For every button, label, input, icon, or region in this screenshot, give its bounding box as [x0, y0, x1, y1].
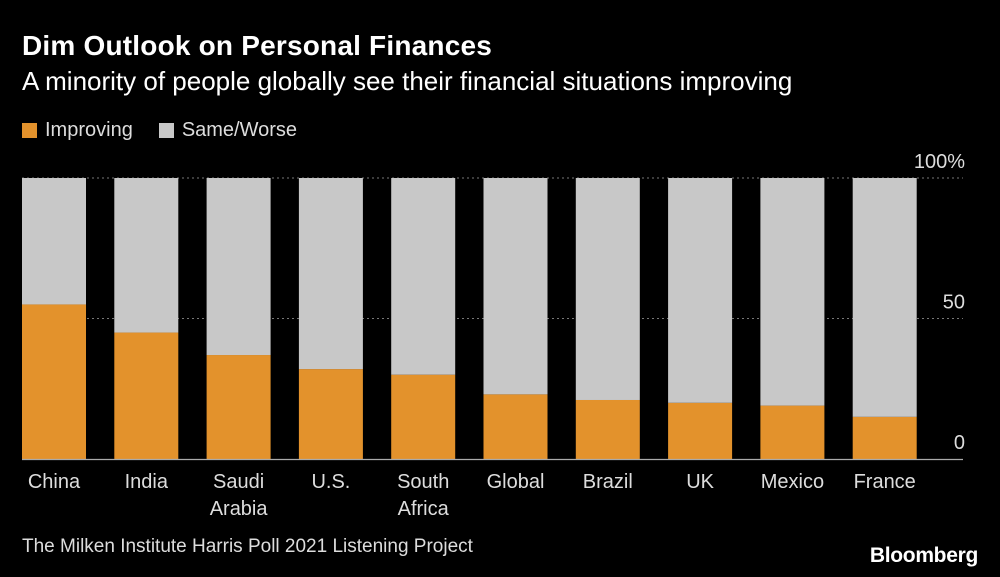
bar-same-worse-global: [483, 178, 548, 395]
bar-same-worse-saudi-arabia: [206, 178, 271, 356]
x-tick-label-line: U.S.: [311, 471, 350, 493]
bar-improving-brazil: [575, 399, 640, 459]
x-tick-label: India: [125, 471, 169, 493]
bar-improving-uk: [668, 402, 733, 459]
x-tick-label: China: [28, 471, 81, 493]
chart-title: Dim Outlook on Personal Finances: [22, 30, 493, 61]
x-tick-label-line: Global: [487, 471, 545, 493]
legend-item-same-worse: Same/Worse: [158, 118, 298, 142]
x-tick-label-line: France: [854, 471, 916, 493]
x-tick-label: Mexico: [761, 471, 824, 493]
bar-same-worse-brazil: [575, 178, 640, 400]
bar-improving-u-s-: [298, 369, 363, 459]
bar-same-worse-china: [22, 178, 86, 305]
bar-improving-south-africa: [391, 374, 456, 459]
legend-label-same-worse: Same/Worse: [181, 118, 298, 141]
legend-swatch-improving: [22, 122, 37, 138]
bar-improving-france: [852, 416, 917, 459]
x-tick-label-line: South: [397, 471, 449, 493]
x-tick-label-line: Mexico: [761, 471, 824, 493]
bar-same-worse-uk: [668, 178, 733, 403]
bloomberg-logo: Bloomberg: [869, 544, 978, 567]
x-tick-label: Brazil: [583, 471, 633, 493]
y-tick-label: 100%: [914, 151, 965, 173]
bar-improving-saudi-arabia: [206, 355, 271, 459]
x-tick-label: France: [854, 471, 916, 493]
bar-improving-global: [483, 394, 548, 459]
chart-legend: Improving Same/Worse: [22, 118, 323, 142]
bar-improving-china: [22, 304, 86, 459]
x-tick-label-line: Africa: [398, 498, 450, 520]
bar-same-worse-u-s-: [298, 178, 363, 370]
source-note: The Milken Institute Harris Poll 2021 Li…: [22, 536, 473, 557]
x-tick-label-line: China: [28, 471, 81, 493]
x-tick-label: Global: [487, 471, 545, 493]
bars-layer: [22, 178, 917, 459]
bar-same-worse-france: [852, 178, 917, 417]
y-tick-label: 0: [954, 432, 965, 454]
bar-same-worse-mexico: [760, 178, 825, 406]
x-tick-label-line: UK: [686, 471, 714, 493]
x-tick-label-line: India: [125, 471, 169, 493]
labels-layer: China India Saudi Arabia U.S. South Africa Glob…: [28, 151, 965, 520]
bar-same-worse-south-africa: [391, 178, 456, 375]
x-tick-label: South Africa: [397, 471, 450, 520]
x-tick-label-line: Brazil: [583, 471, 633, 493]
x-tick-label-line: Arabia: [210, 498, 269, 520]
legend-swatch-same-worse: [158, 122, 174, 138]
bar-improving-india: [114, 332, 179, 459]
bar-improving-mexico: [760, 405, 825, 459]
x-tick-label-line: Saudi: [213, 471, 264, 493]
x-tick-label: UK: [686, 471, 714, 493]
bar-same-worse-india: [114, 178, 179, 333]
legend-item-improving: Improving: [22, 119, 133, 142]
x-tick-label: U.S.: [311, 471, 350, 493]
x-tick-label: Saudi Arabia: [210, 471, 269, 520]
chart-subtitle: A minority of people globally see their …: [22, 66, 793, 96]
y-tick-label: 50: [943, 292, 965, 314]
legend-label-improving: Improving: [45, 118, 133, 141]
